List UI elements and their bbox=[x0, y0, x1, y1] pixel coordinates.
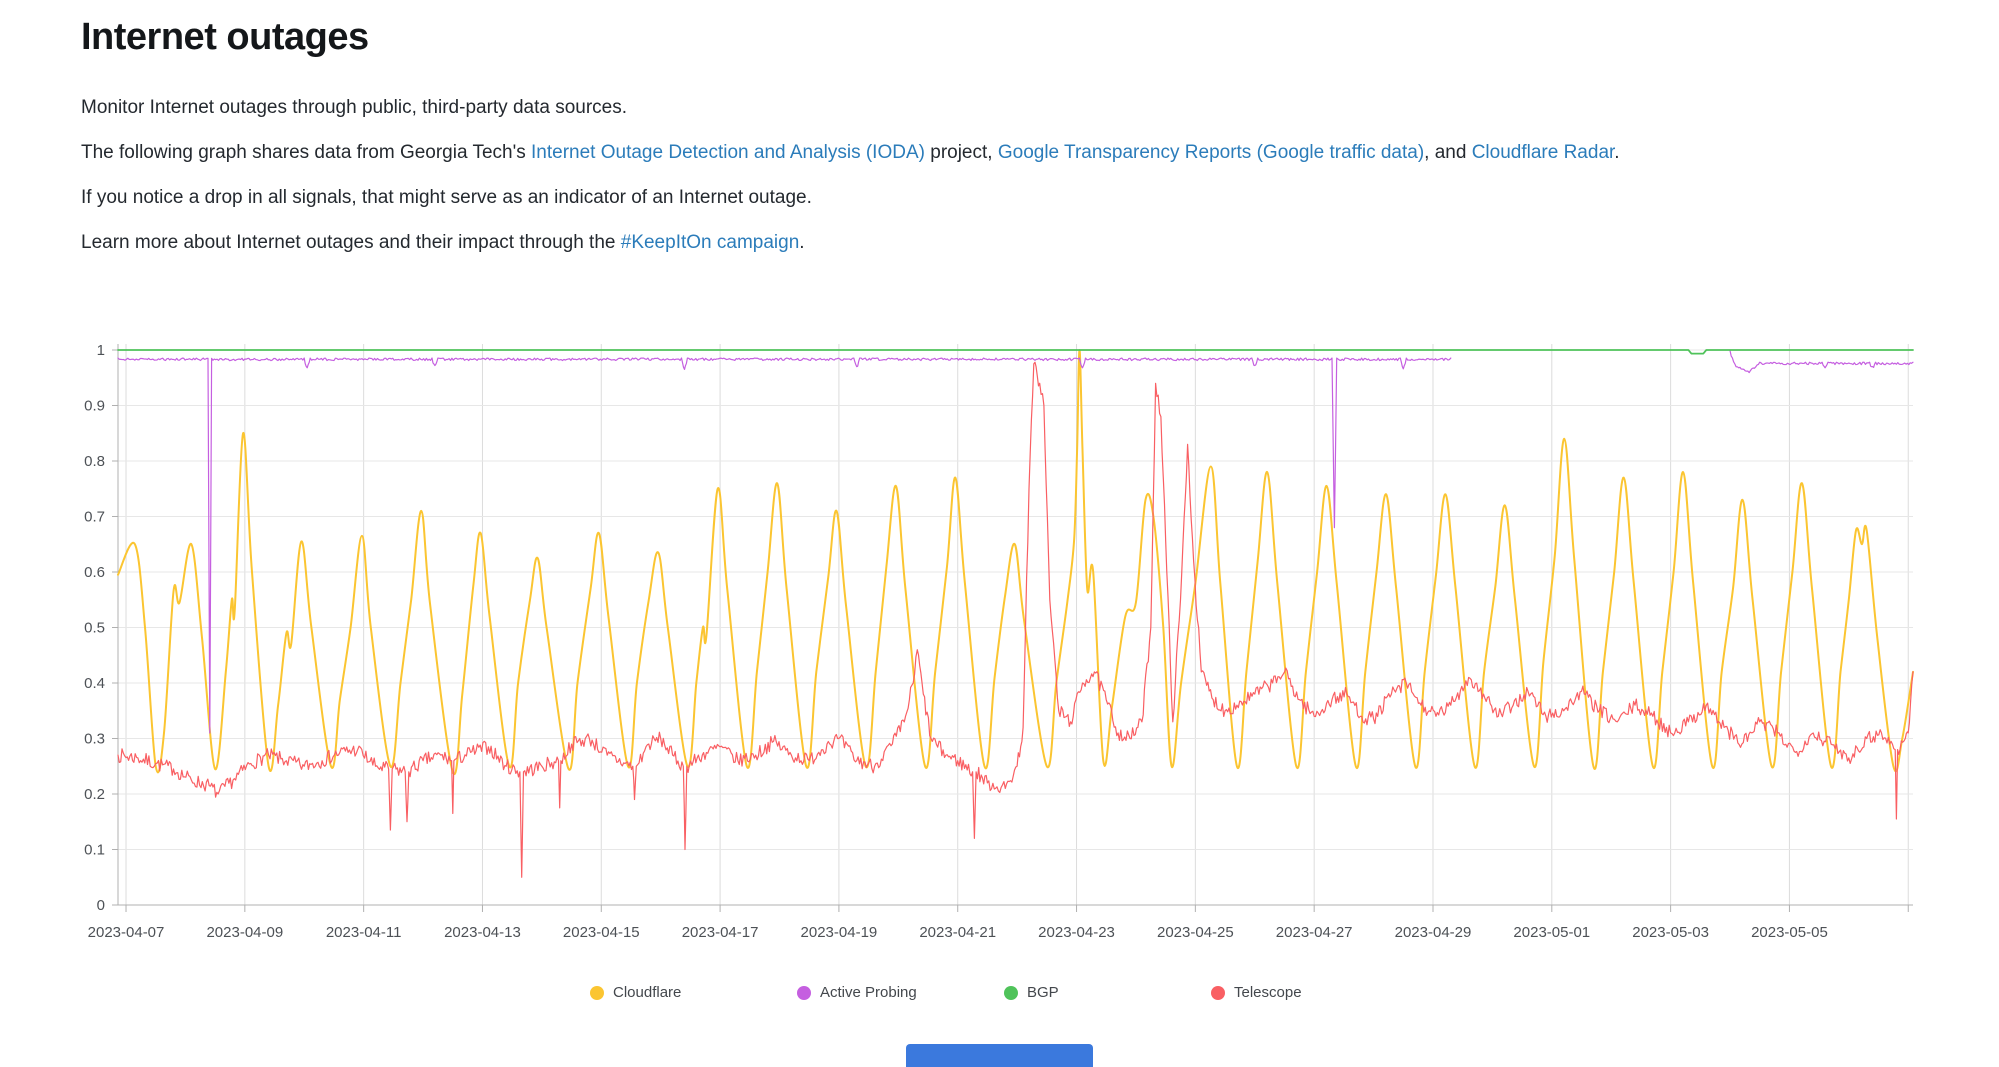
page-title: Internet outages bbox=[81, 16, 369, 58]
y-axis-label: 0 bbox=[97, 897, 105, 914]
intro-paragraph-1: Monitor Internet outages through public,… bbox=[81, 95, 1919, 121]
outages-chart-svg[interactable]: 1 0.9 0.8 0.7 0.6 0.5 0.4 0.3 0.2 0.1 0 2023-04-07 2… bbox=[0, 330, 1999, 960]
outages-chart[interactable]: 1 0.9 0.8 0.7 0.6 0.5 0.4 0.3 0.2 0.1 0 2023-04-07 2… bbox=[0, 330, 1999, 960]
intro-paragraph-2: The following graph shares data from Geo… bbox=[81, 140, 1919, 166]
legend-dot-icon bbox=[797, 985, 811, 1000]
y-axis-label: 0.1 bbox=[84, 842, 105, 859]
y-axis-label: 0.5 bbox=[84, 620, 105, 637]
paragraph-text: Monitor Internet outages through public,… bbox=[81, 97, 628, 118]
link-ioda[interactable]: Internet Outage Detection and Analysis (… bbox=[531, 142, 925, 163]
legend-item-bgp[interactable]: BGP bbox=[1004, 984, 1211, 1001]
legend-item-telescope[interactable]: Telescope bbox=[1211, 984, 1418, 1001]
paragraph-text: Learn more about Internet outages and th… bbox=[81, 232, 621, 253]
x-axis-label: 2023-04-19 bbox=[801, 924, 878, 941]
y-axis-label: 0.2 bbox=[84, 786, 105, 803]
paragraph-text: If you notice a drop in all signals, tha… bbox=[81, 187, 812, 208]
series-line-cloudflare bbox=[117, 349, 1914, 776]
legend-label: Cloudflare bbox=[613, 984, 682, 1001]
legend-label: Telescope bbox=[1234, 984, 1302, 1001]
paragraph-text: The following graph shares data from Geo… bbox=[81, 142, 532, 163]
legend-label: BGP bbox=[1027, 984, 1059, 1001]
x-axis-label: 2023-04-13 bbox=[444, 924, 521, 941]
intro-paragraph-4: Learn more about Internet outages and th… bbox=[81, 230, 1919, 256]
series-line-active-probing bbox=[117, 349, 1914, 734]
y-axis-label: 0.7 bbox=[84, 509, 105, 526]
x-axis-label: 2023-05-03 bbox=[1632, 924, 1709, 941]
legend-dot-icon bbox=[1211, 985, 1225, 1000]
cut-off-button[interactable] bbox=[906, 1044, 1093, 1067]
page-content: Internet outages Monitor Internet outage… bbox=[0, 0, 1999, 256]
x-axis-label: 2023-04-17 bbox=[682, 924, 759, 941]
y-axis-label: 1 bbox=[97, 342, 105, 359]
chart-legend: Cloudflare Active Probing BGP Telescope bbox=[590, 984, 1418, 1001]
y-axis-label: 0.3 bbox=[84, 731, 105, 748]
link-google-transparency-reports[interactable]: Google Transparency Reports (Google traf… bbox=[997, 142, 1425, 163]
series-line-telescope bbox=[117, 361, 1914, 878]
x-axis-label: 2023-04-27 bbox=[1276, 924, 1353, 941]
link-keepiton-campaign[interactable]: #KeepItOn campaign bbox=[620, 232, 800, 253]
legend-item-cloudflare[interactable]: Cloudflare bbox=[590, 984, 797, 1001]
y-axis-label: 0.9 bbox=[84, 398, 105, 415]
paragraph-text: project, bbox=[924, 142, 998, 163]
x-axis-label: 2023-04-07 bbox=[88, 924, 165, 941]
x-axis-label: 2023-04-23 bbox=[1038, 924, 1115, 941]
paragraph-text: . bbox=[799, 232, 805, 253]
link-cloudflare-radar[interactable]: Cloudflare Radar bbox=[1471, 142, 1615, 163]
series-line-bgp bbox=[117, 349, 1914, 355]
legend-dot-icon bbox=[590, 985, 604, 1000]
x-axis-label: 2023-04-15 bbox=[563, 924, 640, 941]
intro-paragraph-3: If you notice a drop in all signals, tha… bbox=[81, 185, 1919, 211]
y-axis-label: 0.4 bbox=[84, 675, 105, 692]
paragraph-text: . bbox=[1614, 142, 1620, 163]
x-axis-label: 2023-04-09 bbox=[206, 924, 283, 941]
x-axis-label: 2023-04-25 bbox=[1157, 924, 1234, 941]
x-axis-label: 2023-04-21 bbox=[919, 924, 996, 941]
legend-label: Active Probing bbox=[820, 984, 917, 1001]
legend-item-active-probing[interactable]: Active Probing bbox=[797, 984, 1004, 1001]
legend-dot-icon bbox=[1004, 985, 1018, 1000]
y-axis-label: 0.8 bbox=[84, 453, 105, 470]
y-axis-label: 0.6 bbox=[84, 564, 105, 581]
x-axis-label: 2023-04-11 bbox=[326, 924, 402, 941]
x-axis-label: 2023-05-05 bbox=[1751, 924, 1828, 941]
x-axis-label: 2023-05-01 bbox=[1513, 924, 1590, 941]
x-axis-label: 2023-04-29 bbox=[1395, 924, 1472, 941]
paragraph-text: , and bbox=[1424, 142, 1472, 163]
